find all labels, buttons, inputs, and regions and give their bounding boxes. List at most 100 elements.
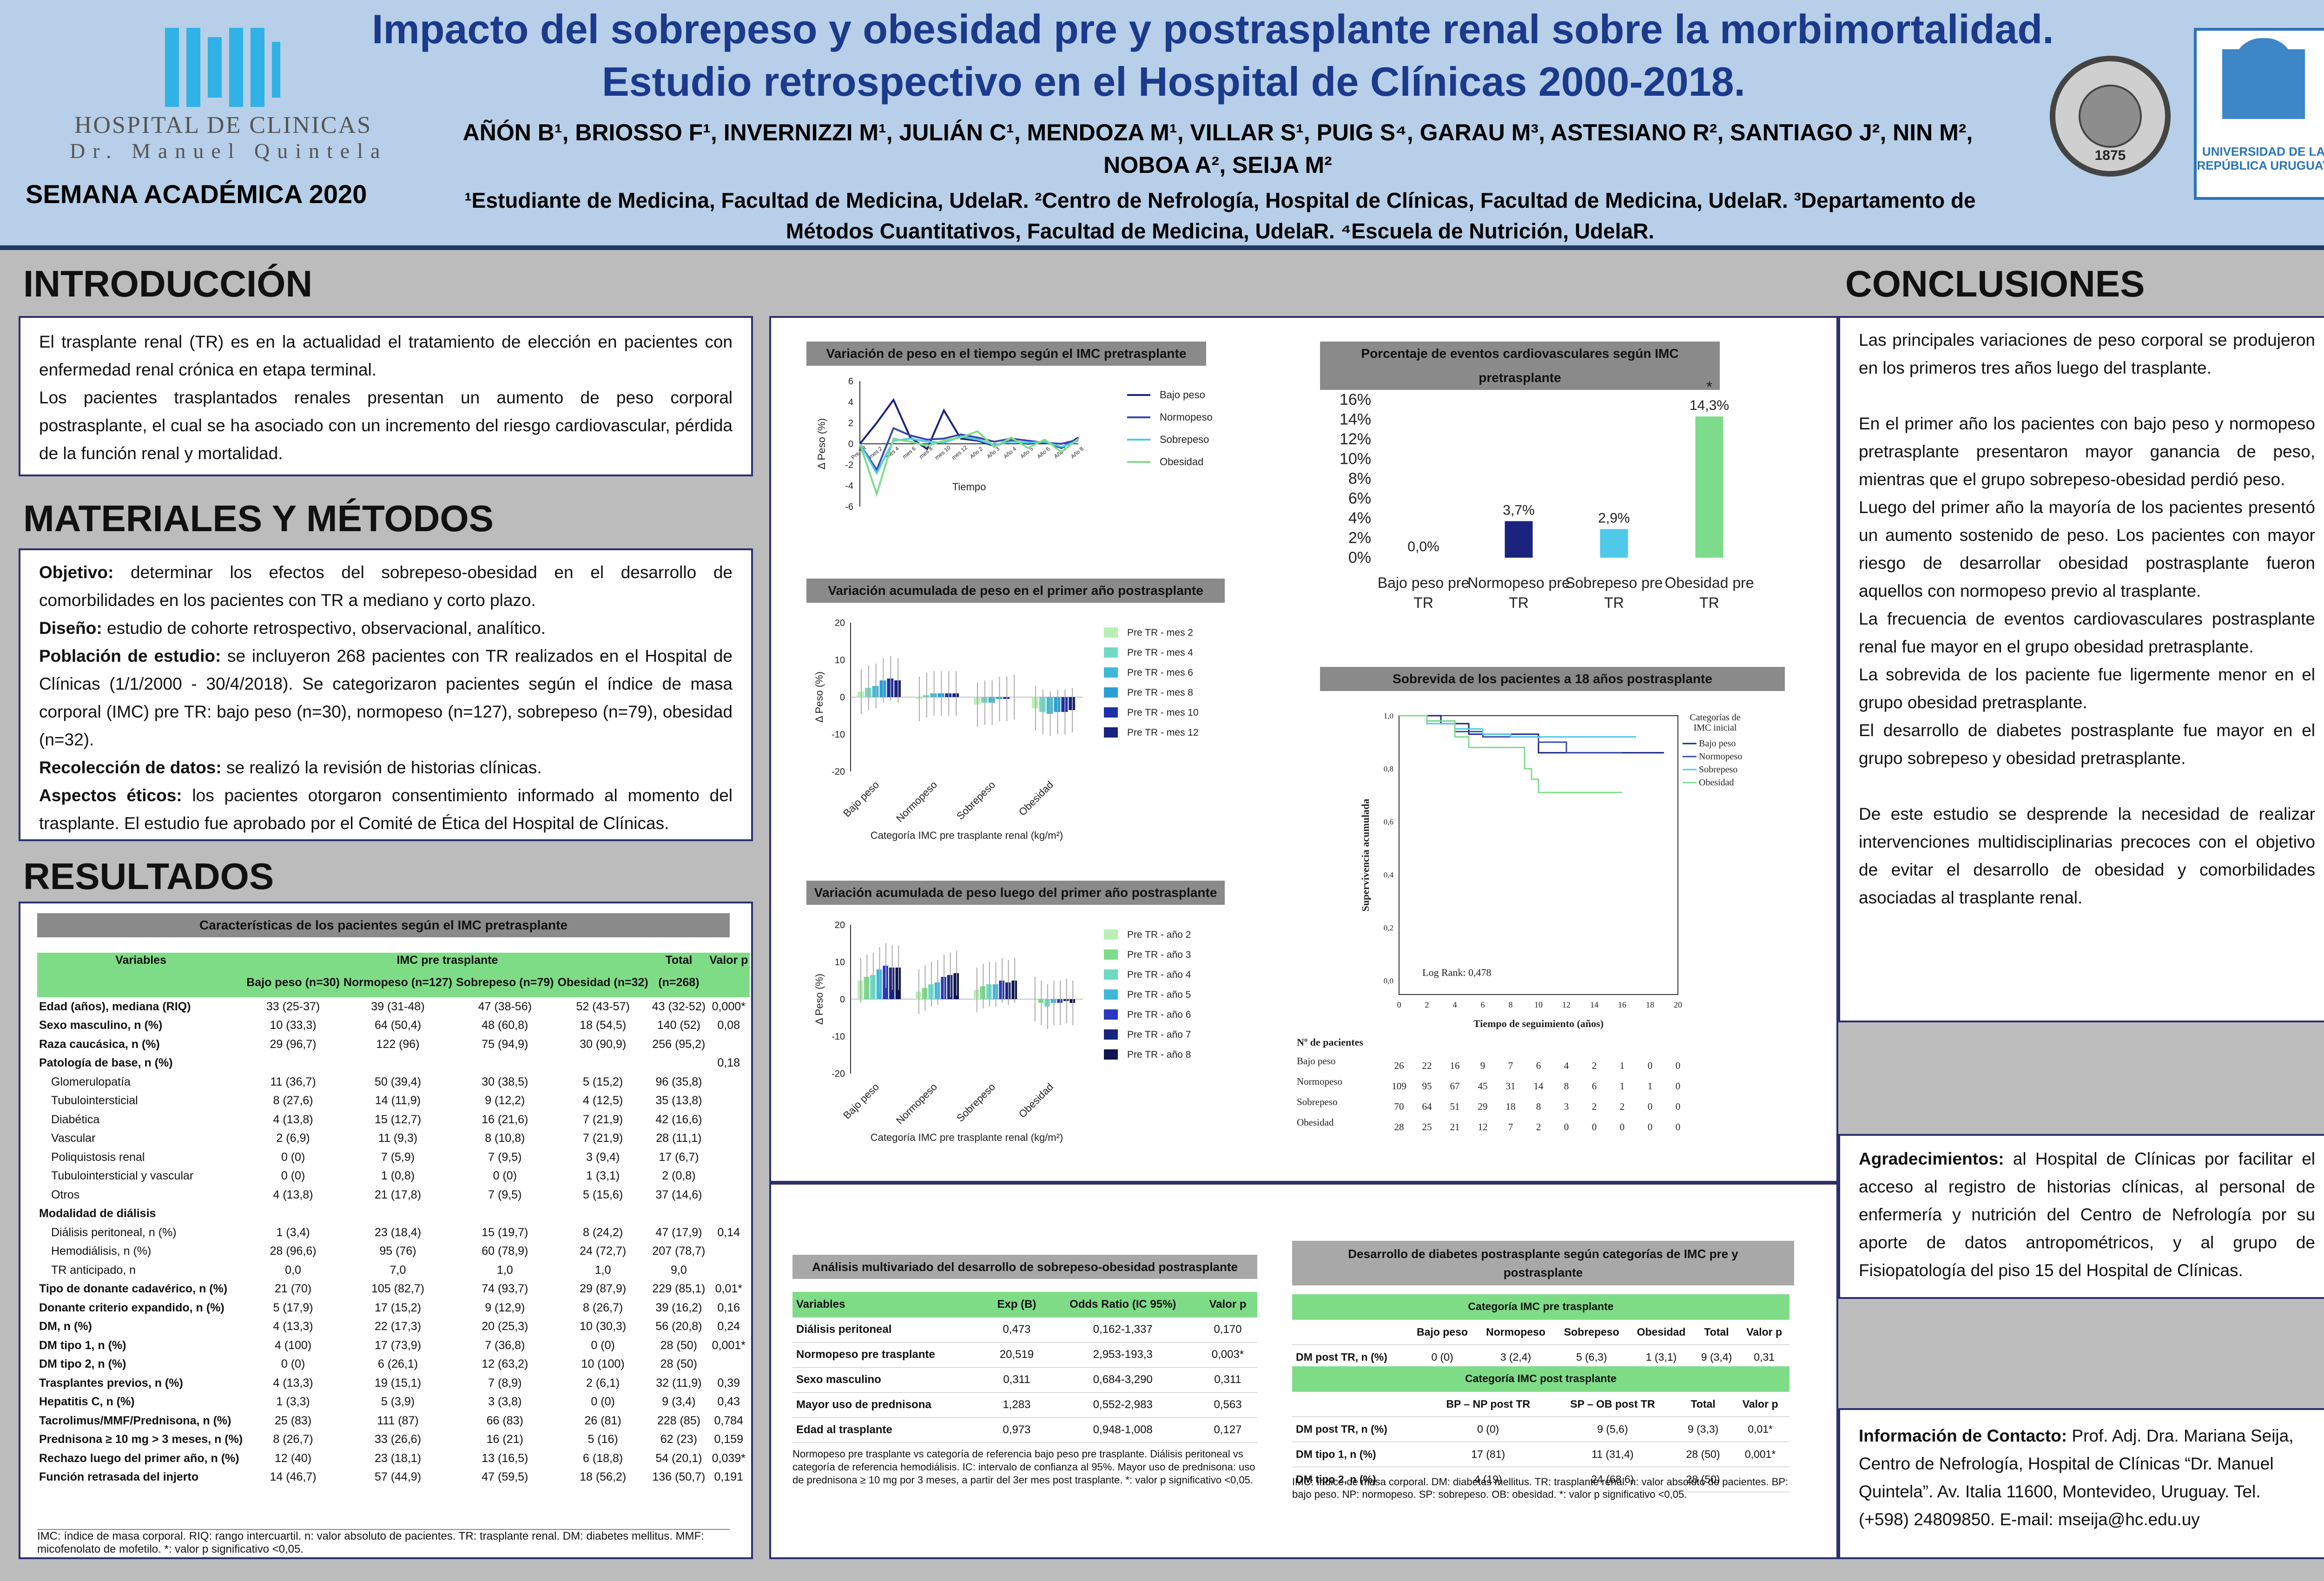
cell: 74 (93,7) xyxy=(482,1282,528,1296)
bar xyxy=(889,968,895,999)
cell: 5 (6,3) xyxy=(1555,1344,1629,1370)
logrank-annotation: Log Rank: 0,478 xyxy=(1422,967,1492,978)
cell: 0,191 xyxy=(714,1470,744,1484)
intro-heading: INTRODUCCIÓN xyxy=(23,263,313,304)
conclusion-paragraph: Luego del primer año la mayoría de los p… xyxy=(1859,498,2315,600)
x-tick-label: TR xyxy=(1699,594,1719,611)
cell: 0,31 xyxy=(1739,1344,1789,1370)
conclusions-heading: CONCLUSIONES xyxy=(1845,263,2145,304)
table-row: DM post TR, n (%) 0 (0) 3 (2,4) 5 (6,3) 1 (3… xyxy=(1292,1344,1789,1370)
cell: 17 (15,2) xyxy=(374,1301,422,1314)
x-tick-label: Normopeso xyxy=(894,1081,939,1126)
x-tick-label: 12 xyxy=(1562,1000,1571,1009)
legend-label: Sobrepeso xyxy=(1160,434,1209,445)
cell: 0,784 xyxy=(714,1414,744,1427)
y-tick-label: 10 xyxy=(835,957,845,968)
x-tick-label: Normopeso pre xyxy=(1467,574,1570,591)
legend-label: Pre TR - año 3 xyxy=(1127,949,1191,960)
patients-table-title: Características de los pacientes según e… xyxy=(37,913,730,937)
x-tick-label: 10 xyxy=(1534,1000,1543,1009)
y-tick-label: 0,4 xyxy=(1384,870,1394,879)
table-row: Tubulointersticial 8 (27,6) 14 (11,9) 9 (12… xyxy=(37,1092,750,1111)
cell xyxy=(244,1205,342,1224)
methods-heading: MATERIALES Y MÉTODOS xyxy=(23,498,494,539)
th-imc: IMC pre trasplante xyxy=(244,953,650,968)
conclusion-paragraph: De este estudio se desprende la necesida… xyxy=(1859,804,2315,907)
methods-diseno: Diseño: estudio de cohorte retrospectivo… xyxy=(39,619,546,638)
y-tick-label: 0,2 xyxy=(1384,923,1393,932)
at-risk-value: 1 xyxy=(1620,1060,1625,1071)
sh-sobre: Sobrepeso (n=79) xyxy=(454,968,556,997)
at-risk-value: 51 xyxy=(1450,1101,1460,1112)
cell: 17 (81) xyxy=(1426,1442,1550,1467)
cell: 20 (25,3) xyxy=(482,1320,528,1333)
cell: 43 (32-52) xyxy=(652,1000,706,1013)
cell: 0,01* xyxy=(1731,1416,1789,1442)
series-line xyxy=(859,430,1079,497)
cell: 15 (19,7) xyxy=(482,1225,528,1239)
legend-label: Obesidad xyxy=(1160,456,1203,468)
multivariate-title: Análisis multivariado del desarrollo de … xyxy=(792,1255,1257,1279)
cell xyxy=(707,1261,750,1280)
legend-label: Pre TR - año 5 xyxy=(1127,989,1191,1000)
y-tick-label: 20 xyxy=(835,920,845,930)
cell: 60 (78,9) xyxy=(482,1245,528,1258)
cell: 7 (8,9) xyxy=(488,1376,522,1390)
cell xyxy=(342,1054,454,1073)
at-risk-value: 2 xyxy=(1592,1060,1597,1071)
cell xyxy=(556,1205,650,1224)
cell: Total xyxy=(1675,1391,1731,1417)
th-variables: Variables xyxy=(37,953,245,968)
table-row: Normopeso pre trasplante 20,519 2,953-193,… xyxy=(792,1342,1257,1368)
cell: 0 (0) xyxy=(1426,1416,1550,1442)
at-risk-value: 0 xyxy=(1676,1121,1681,1133)
cell xyxy=(454,1054,555,1073)
y-tick-label: 4% xyxy=(1348,509,1371,527)
diabetes-note: IMC: índice de masa corporal. DM: diabet… xyxy=(1292,1476,1789,1500)
cell: 8 (26,7) xyxy=(273,1433,313,1446)
bar xyxy=(1011,981,1017,999)
y-axis-label: Δ Peso (%) xyxy=(816,418,827,469)
table-row: Donante criterio expandido, n (%) 5 (17,9… xyxy=(37,1298,750,1318)
cell: 66 (83) xyxy=(486,1414,523,1427)
row-label: Modalidad de diálisis xyxy=(39,1207,156,1220)
cell: 1 (0,8) xyxy=(381,1169,415,1183)
weight-firstyear-chart-title: Variación acumulada de peso en el primer… xyxy=(806,579,1225,603)
bar xyxy=(916,992,921,999)
cell: 1 (3,1) xyxy=(1628,1344,1694,1370)
bar xyxy=(930,693,937,697)
table-row: Otros 4 (13,8) 21 (17,8) 7 (9,5) 5 (15,6) 37 … xyxy=(37,1186,750,1205)
patients-table: Variables IMC pre trasplante Total Valor… xyxy=(37,953,750,1487)
legend-swatch xyxy=(1104,1009,1118,1020)
cell: BP – NP post TR xyxy=(1426,1391,1550,1417)
bar xyxy=(953,973,959,999)
cell: Valor p xyxy=(1739,1319,1789,1345)
significance-marker: * xyxy=(1706,381,1712,396)
cell: 0,311 xyxy=(986,1367,1048,1393)
contact-text: Información de Contacto: Prof. Adj. Dra.… xyxy=(1859,1426,2294,1529)
legend-label: Pre TR - mes 6 xyxy=(1127,667,1193,678)
at-risk-value: 2 xyxy=(1536,1121,1541,1133)
cell: 3 (3,8) xyxy=(488,1395,522,1409)
cell: 56 (20,8) xyxy=(655,1320,702,1333)
cell: 8 (10,8) xyxy=(485,1132,525,1145)
at-risk-row-label: Normopeso xyxy=(1297,1076,1342,1087)
seal-year: 1875 xyxy=(2094,148,2126,163)
at-risk-value: 0 xyxy=(1648,1060,1653,1071)
conclusion-paragraph: La frecuencia de eventos cardiovasculare… xyxy=(1859,609,2315,656)
bar xyxy=(974,697,980,705)
cell: 14 (11,9) xyxy=(375,1094,421,1107)
cell xyxy=(707,1092,750,1111)
row-label: Tubulointersticial y vascular xyxy=(51,1169,194,1183)
cell: Sexo masculino xyxy=(792,1367,986,1393)
cell: 2 (6,9) xyxy=(276,1132,310,1145)
y-tick-label: 16% xyxy=(1340,391,1371,408)
x-tick-label: Sobrepeso pre xyxy=(1565,574,1663,591)
cell xyxy=(707,1242,750,1261)
cell: 14 (46,7) xyxy=(270,1470,317,1484)
faculty-seal-icon: 1875 xyxy=(2050,56,2171,177)
cell: 0,948-1,008 xyxy=(1047,1417,1198,1443)
cell: DM tipo 1, n (%) xyxy=(1292,1442,1426,1467)
udelar-logo: UNIVERSIDAD DE LA REPÚBLICA URUGUAY xyxy=(2194,28,2324,200)
conclusion-paragraph: El desarrollo de diabetes postrasplante … xyxy=(1859,721,2315,768)
